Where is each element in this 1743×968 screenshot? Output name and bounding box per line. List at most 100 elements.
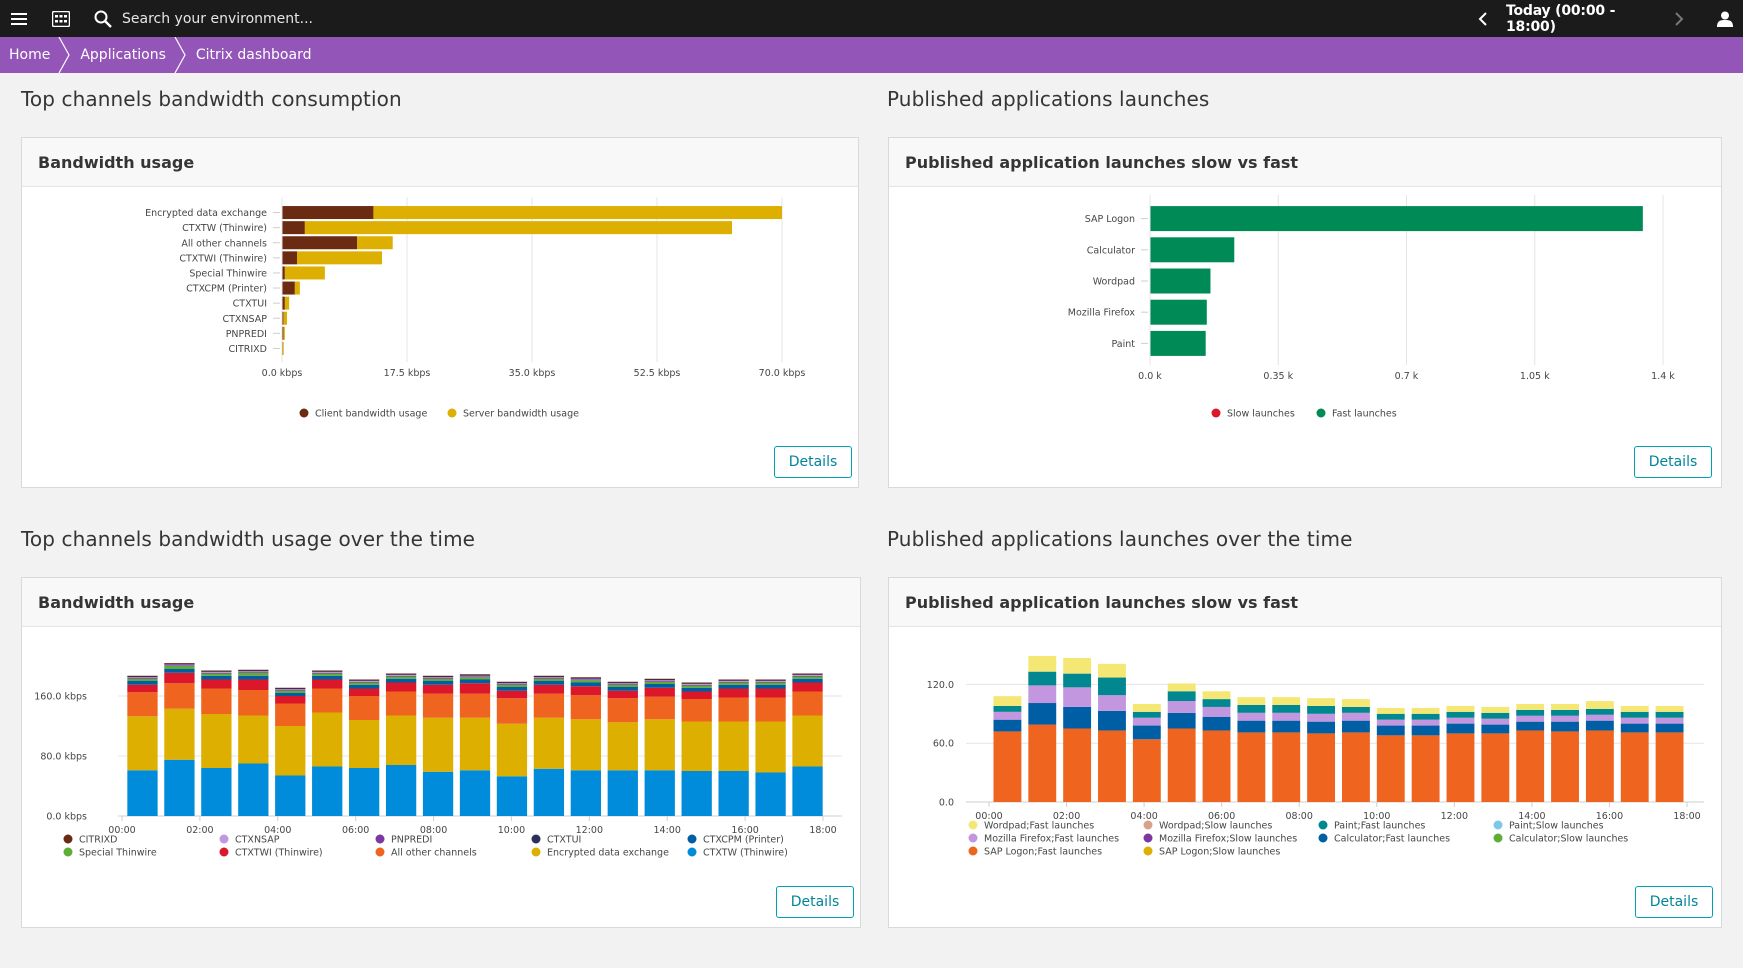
legend-dot xyxy=(1143,820,1153,830)
bar-paint-fast-launches xyxy=(1620,711,1649,718)
legend-dot xyxy=(63,847,73,857)
legend-label: Server bandwidth usage xyxy=(463,409,579,420)
bar-paint-fast-launches xyxy=(1551,709,1579,716)
chevron-left-icon[interactable] xyxy=(1474,0,1492,37)
bar-mozilla-firefox-fast-launches xyxy=(1446,717,1475,724)
bar-sap-logon-fast-launches xyxy=(1098,730,1126,802)
bar-calculator-fast-launches xyxy=(1167,712,1196,729)
x-tick-label: 0.0 k xyxy=(1138,371,1162,382)
legend-dot xyxy=(63,834,73,844)
section-title-bandwidth-top: Top channels bandwidth consumption xyxy=(21,87,402,111)
bar-special-thinwire xyxy=(681,685,712,688)
bar-ctxnsap xyxy=(164,664,195,666)
bar-citrixd xyxy=(164,663,195,664)
bar-ctxtui xyxy=(459,675,491,676)
x-tick-label: 00:00 xyxy=(108,825,135,836)
details-button[interactable]: Details xyxy=(1634,446,1712,478)
bar-all-other-channels xyxy=(201,688,232,714)
category-label: CITRIXD xyxy=(229,344,267,355)
bar-client-bandwidth-usage xyxy=(282,266,285,280)
bar-all-other-channels xyxy=(312,688,343,713)
bar-special-thinwire xyxy=(385,676,417,679)
bar-calculator-fast-launches xyxy=(1446,723,1475,734)
bar-mozilla-firefox-fast-launches xyxy=(1620,717,1649,724)
bar-paint-fast-launches xyxy=(1237,704,1266,713)
bar-pnpredi xyxy=(718,681,749,683)
legend-label: CTXTWI (Thinwire) xyxy=(235,848,323,859)
bar-special-thinwire xyxy=(275,690,306,693)
bar-all-other-channels xyxy=(644,696,675,720)
bar-pnpredi xyxy=(533,678,565,679)
bar-client-bandwidth-usage xyxy=(282,206,374,220)
details-button[interactable]: Details xyxy=(1635,886,1713,918)
bar-ctxnsap xyxy=(422,677,454,678)
tile-title: Bandwidth usage xyxy=(22,578,860,627)
search-input[interactable]: Search your environment... xyxy=(94,0,354,37)
legend-label: CITRIXD xyxy=(79,835,117,846)
bar-fast-launches xyxy=(1150,237,1235,263)
legend-dot xyxy=(531,834,541,844)
bar-ctxnsap xyxy=(792,675,823,676)
bar-sap-logon-fast-launches xyxy=(1237,732,1266,802)
legend-dot xyxy=(219,847,229,857)
bar-special-thinwire xyxy=(570,680,601,683)
bar-ctxtwi-thinwire xyxy=(496,690,528,699)
bar-ctxnsap xyxy=(459,675,491,677)
bar-ctxtwi-thinwire xyxy=(570,686,601,696)
user-icon[interactable] xyxy=(1714,0,1736,37)
bar-paint-fast-launches xyxy=(1272,704,1301,713)
bar-ctxnsap xyxy=(496,683,528,684)
section-title-launches-time: Published applications launches over the… xyxy=(887,527,1353,551)
bar-ctxcpm-printer xyxy=(681,687,712,692)
bar-sap-logon-fast-launches xyxy=(1132,739,1161,802)
bar-citrixd xyxy=(275,687,306,689)
bar-client-bandwidth-usage xyxy=(282,326,284,340)
bar-ctxtw-thinwire xyxy=(718,771,749,816)
bar-calculator-fast-launches xyxy=(1341,720,1370,733)
bar-ctxtui xyxy=(349,680,380,681)
x-tick-label: 70.0 kbps xyxy=(759,368,806,379)
bar-citrixd xyxy=(385,673,417,675)
bar-encrypted-data-exchange xyxy=(496,723,528,777)
bar-ctxtwi-thinwire xyxy=(201,679,232,689)
bar-fast-launches xyxy=(1150,299,1207,325)
bar-sap-logon-fast-launches xyxy=(1376,735,1405,802)
category-label: PNPREDI xyxy=(226,329,267,340)
bar-sap-logon-fast-launches xyxy=(1167,728,1196,802)
breadcrumb-separator-icon xyxy=(58,37,71,73)
hamburger-menu-icon[interactable] xyxy=(6,0,32,37)
bar-ctxtui xyxy=(312,671,343,672)
bar-paint-fast-launches xyxy=(1341,706,1370,713)
bar-ctxtw-thinwire xyxy=(164,759,195,816)
bandwidth-time-chart: 0.0 kbps 80.0 kbps 160.0 kbps 00:00 02:00 04:… xyxy=(34,663,842,859)
bar-ctxtw-thinwire xyxy=(496,776,528,816)
legend-dot xyxy=(447,408,457,418)
bar-calculator-fast-launches xyxy=(1063,706,1092,729)
legend-dot xyxy=(1211,408,1221,418)
legend-label: CTXNSAP xyxy=(235,835,280,846)
bar-wordpad-fast-launches xyxy=(993,696,1022,706)
bar-ctxnsap xyxy=(201,672,232,673)
bar-special-thinwire xyxy=(127,678,158,681)
bar-ctxtui xyxy=(422,676,454,678)
bar-wordpad-fast-launches xyxy=(1411,707,1440,714)
breadcrumb-home[interactable]: Home xyxy=(0,37,71,73)
bar-calculator-fast-launches xyxy=(1028,703,1057,725)
bar-sap-logon-fast-launches xyxy=(993,731,1022,802)
bar-mozilla-firefox-fast-launches xyxy=(1411,719,1440,726)
breadcrumb-applications[interactable]: Applications xyxy=(64,37,186,73)
timeframe-selector[interactable]: Today (00:00 - 18:00) xyxy=(1506,2,1616,35)
legend-label: All other channels xyxy=(391,848,477,859)
x-tick-label: 0.0 kbps xyxy=(262,368,303,379)
details-button[interactable]: Details xyxy=(774,446,852,478)
bar-citrixd xyxy=(607,681,638,683)
bar-ctxnsap xyxy=(349,681,380,682)
details-button[interactable]: Details xyxy=(776,886,854,918)
legend-dot xyxy=(1318,820,1328,830)
bar-encrypted-data-exchange xyxy=(385,715,417,765)
chevron-right-icon[interactable] xyxy=(1670,0,1688,37)
apps-grid-icon[interactable] xyxy=(48,0,74,37)
legend-label: Fast launches xyxy=(1332,409,1397,420)
bar-all-other-channels xyxy=(349,696,380,720)
bar-special-thinwire xyxy=(164,666,195,669)
